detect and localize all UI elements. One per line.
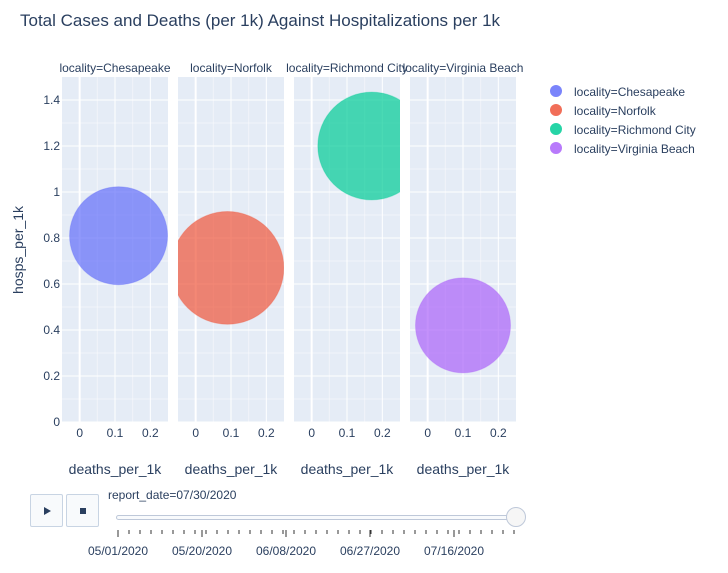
legend-marker xyxy=(550,123,562,135)
y-tick-label: 0.8 xyxy=(43,231,60,245)
x-tick-label: 0.1 xyxy=(339,426,356,440)
x-tick-label: 0.1 xyxy=(455,426,472,440)
x-tick-label: 0 xyxy=(192,426,199,440)
slider-tick-label: 05/20/2020 xyxy=(172,544,232,558)
legend-item-label: locality=Virginia Beach xyxy=(574,142,695,156)
x-axis-title: deaths_per_1k xyxy=(301,461,395,477)
legend-marker xyxy=(550,104,562,116)
slider-tick-label: 06/08/2020 xyxy=(256,544,316,558)
stop-icon xyxy=(79,507,86,514)
chart-title: Total Cases and Deaths (per 1k) Against … xyxy=(20,11,501,30)
x-tick-label: 0.2 xyxy=(142,426,159,440)
slider-tick-label: 05/01/2020 xyxy=(88,544,148,558)
data-point xyxy=(317,91,400,201)
stop-button[interactable] xyxy=(66,494,99,527)
facet-title: locality=Richmond City xyxy=(286,61,408,75)
date-slider-track[interactable] xyxy=(116,515,516,520)
x-tick-label: 0.2 xyxy=(374,426,391,440)
y-tick-label: 0.2 xyxy=(43,369,60,383)
y-tick-label: 1.2 xyxy=(43,139,60,153)
slider-tick-label: 07/16/2020 xyxy=(424,544,484,558)
x-tick-label: 0.2 xyxy=(258,426,275,440)
data-point xyxy=(414,277,512,374)
play-button[interactable] xyxy=(30,494,63,527)
legend-marker xyxy=(550,142,562,154)
date-slider-handle[interactable] xyxy=(506,507,526,527)
x-axis-title: deaths_per_1k xyxy=(417,461,511,477)
facet-title: locality=Virginia Beach xyxy=(403,61,524,75)
x-axis-title: deaths_per_1k xyxy=(185,461,279,477)
y-tick-label: 1.4 xyxy=(43,93,60,107)
x-tick-label: 0 xyxy=(308,426,315,440)
x-tick-label: 0.2 xyxy=(490,426,507,440)
y-tick-label: 0 xyxy=(53,415,60,429)
x-tick-label: 0.1 xyxy=(223,426,240,440)
slider-tick-label: 06/27/2020 xyxy=(340,544,400,558)
y-tick-label: 1 xyxy=(53,185,60,199)
y-tick-label: 0.6 xyxy=(43,277,60,291)
legend-marker xyxy=(550,85,562,97)
x-tick-label: 0.1 xyxy=(107,426,124,440)
slider-current-value: report_date=07/30/2020 xyxy=(108,488,237,502)
facet-title: locality=Chesapeake xyxy=(59,61,170,75)
legend-item-label: locality=Richmond City xyxy=(574,123,696,137)
data-point xyxy=(178,211,284,325)
legend-item-label: locality=Norfolk xyxy=(574,104,657,118)
x-tick-label: 0 xyxy=(424,426,431,440)
legend-item-label: locality=Chesapeake xyxy=(574,85,685,99)
facet-title: locality=Norfolk xyxy=(190,61,273,75)
x-axis-title: deaths_per_1k xyxy=(69,461,163,477)
data-point xyxy=(69,186,168,286)
play-icon xyxy=(43,506,51,515)
y-tick-label: 0.4 xyxy=(43,323,60,337)
x-tick-label: 0 xyxy=(76,426,83,440)
y-axis-title: hosps_per_1k xyxy=(10,205,26,294)
